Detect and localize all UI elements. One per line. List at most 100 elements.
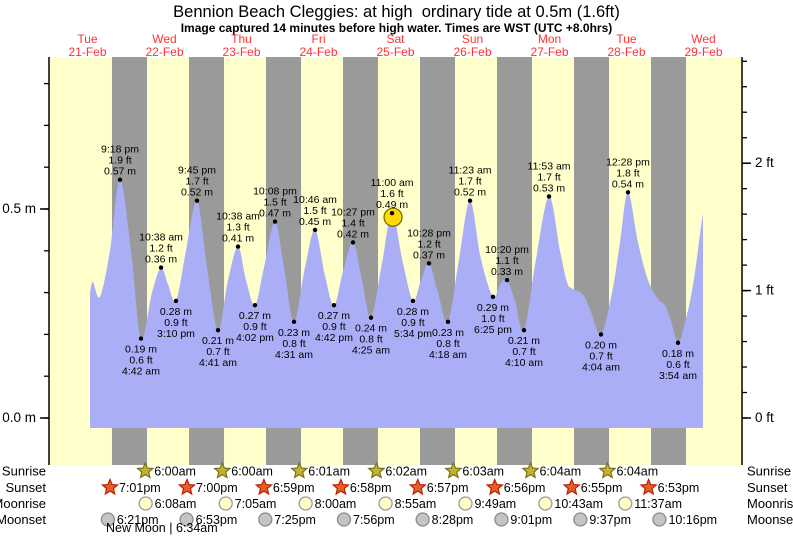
sunset-star-icon — [562, 477, 581, 496]
sunrise-time: 6:01am — [308, 465, 350, 479]
tide-extreme-dot — [194, 198, 200, 203]
moonrise-time: 8:00am — [315, 497, 357, 511]
y-axis-label-right: 0 ft — [755, 410, 774, 425]
tide-extreme-dot — [252, 302, 258, 308]
moonset-time: 7:56pm — [353, 513, 395, 527]
low-tide-annotation: 6:25 pm — [474, 324, 512, 336]
moonrise-circle-icon — [378, 496, 393, 511]
low-tide-annotation: 0.28 m — [397, 306, 429, 318]
high-tide-annotation: 1.7 ft — [458, 176, 481, 188]
day-label-date: 22-Feb — [145, 45, 183, 59]
day-label-date: 29-Feb — [684, 45, 722, 59]
day-label-weekday: Mon — [538, 32, 561, 46]
moonset-time: 9:37pm — [589, 513, 631, 527]
moonrise-circle-icon — [298, 496, 313, 511]
low-tide-annotation: 0.18 m — [662, 348, 694, 360]
high-tide-annotation: 1.2 ft — [417, 238, 440, 250]
tide-extreme-dot — [467, 198, 473, 203]
moonset-circle-icon — [336, 512, 352, 527]
astro-row-label-left: Sunset — [6, 480, 47, 495]
astro-row-label-left: Moonset — [0, 512, 46, 527]
high-tide-annotation: 0.33 m — [491, 266, 523, 278]
high-tide-annotation: 0.36 m — [145, 254, 177, 266]
low-tide-annotation: 0.21 m — [202, 335, 234, 347]
low-tide-annotation: 0.9 ft — [164, 317, 187, 329]
tide-extreme-dot — [675, 340, 681, 345]
tide-extreme-dot — [158, 265, 164, 270]
day-label-weekday: Wed — [152, 32, 176, 46]
moonrise-time: 6:08am — [155, 497, 197, 511]
low-tide-annotation: 0.9 ft — [243, 321, 266, 333]
tide-extreme-dot — [546, 194, 552, 199]
sunset-time: 6:56pm — [504, 481, 546, 495]
astro-row-label-right: Sunset — [747, 480, 788, 495]
sunset-time: 7:01pm — [119, 481, 161, 495]
low-tide-annotation: 0.6 ft — [666, 359, 689, 371]
sunset-star-icon — [485, 477, 504, 496]
y-axis-label-right: 1 ft — [755, 283, 774, 298]
low-tide-annotation: 4:10 am — [505, 357, 543, 369]
moonset-circle-icon — [258, 512, 273, 527]
high-tide-annotation: 10:08 pm — [253, 186, 297, 198]
low-tide-annotation: 0.7 ft — [589, 350, 612, 362]
high-tide-annotation: 1.6 ft — [380, 188, 403, 200]
moonrise-circle-icon — [218, 496, 233, 511]
low-tide-annotation: 4:41 am — [199, 357, 237, 369]
sunset-star-icon — [408, 477, 427, 496]
low-tide-annotation: 0.21 m — [508, 335, 540, 347]
astro-row-label-left: Moonrise — [0, 496, 46, 511]
sunrise-time: 6:04am — [616, 465, 658, 479]
tide-extreme-dot — [445, 319, 451, 325]
sunset-time: 6:53pm — [658, 481, 700, 495]
low-tide-annotation: 0.9 ft — [401, 317, 424, 329]
sunrise-time: 6:00am — [231, 465, 273, 479]
high-tide-annotation: 0.37 m — [413, 249, 445, 261]
low-tide-annotation: 0.8 ft — [282, 338, 305, 350]
high-tide-annotation: 0.53 m — [533, 182, 565, 194]
moon-phase-label: New Moon | 6:34am — [106, 521, 218, 535]
current-time-marker — [383, 207, 403, 227]
day-label-date: 27-Feb — [530, 45, 568, 59]
day-label-weekday: Fri — [312, 32, 326, 46]
sunrise-star-icon — [444, 461, 463, 479]
moonrise-time: 10:43am — [554, 497, 603, 511]
tide-extreme-dot — [389, 210, 395, 216]
high-tide-annotation: 0.42 m — [337, 228, 369, 240]
tide-extreme-dot — [235, 244, 241, 249]
high-tide-annotation: 0.45 m — [299, 216, 331, 228]
moonset-time: 6:53pm — [196, 513, 238, 527]
y-axis-label-right: 2 ft — [755, 155, 774, 170]
astro-row-label-right: Moonset — [747, 512, 793, 527]
sunrise-star-icon — [213, 461, 232, 479]
moonset-time: 7:25pm — [274, 513, 316, 527]
moonrise-circle-icon — [618, 496, 633, 511]
day-label-weekday: Tue — [77, 32, 98, 46]
day-label-date: 24-Feb — [299, 45, 337, 59]
sunrise-time: 6:00am — [154, 465, 196, 479]
high-tide-annotation: 0.49 m — [376, 199, 408, 211]
moonset-circle-icon — [573, 512, 588, 527]
high-tide-annotation: 10:20 pm — [485, 244, 529, 256]
tide-extreme-dot — [350, 240, 356, 245]
y-axis-label-left: 0.0 m — [2, 410, 36, 425]
high-tide-annotation: 10:38 am — [216, 211, 260, 223]
sunrise-star-icon — [521, 461, 540, 479]
high-tide-annotation: 1.3 ft — [226, 222, 249, 234]
low-tide-annotation: 0.7 ft — [206, 346, 229, 358]
moonrise-time: 9:49am — [474, 497, 516, 511]
tide-area — [90, 179, 703, 429]
tide-extreme-dot — [368, 315, 374, 320]
tide-extreme-dot — [490, 294, 496, 299]
tide-extreme-dot — [504, 277, 510, 283]
tide-extreme-dot — [138, 336, 144, 341]
day-label-weekday: Tue — [616, 32, 637, 46]
tide-extreme-dot — [117, 177, 123, 182]
low-tide-annotation: 4:25 am — [352, 345, 390, 357]
low-tide-annotation: 0.7 ft — [512, 346, 535, 358]
high-tide-annotation: 10:38 am — [139, 232, 183, 244]
sunset-time: 6:58pm — [350, 481, 392, 495]
low-tide-annotation: 0.24 m — [355, 323, 387, 335]
tide-extreme-dot — [331, 302, 337, 308]
chart-title: Bennion Beach Cleggies: at high ordinary… — [173, 3, 620, 21]
high-tide-annotation: 1.1 ft — [495, 255, 518, 267]
